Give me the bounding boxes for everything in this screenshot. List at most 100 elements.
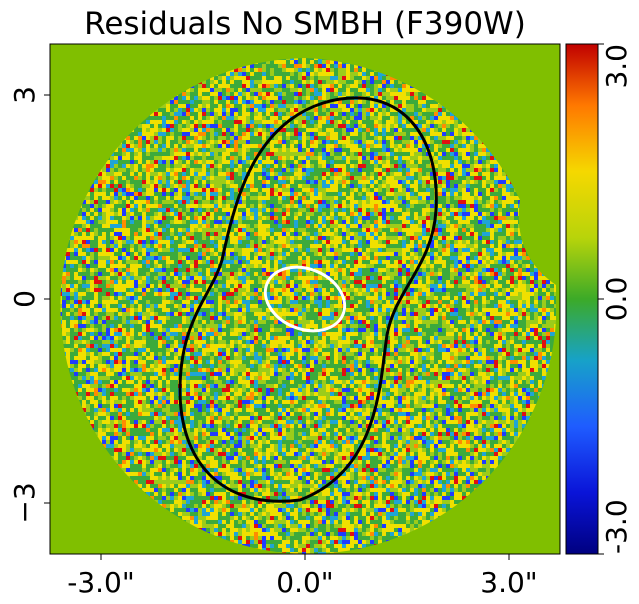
residual-pixel — [458, 152, 462, 156]
residual-pixel — [458, 160, 462, 164]
residual-pixel — [318, 192, 322, 196]
residual-pixel — [350, 192, 354, 196]
residual-pixel — [414, 164, 418, 168]
residual-pixel — [110, 196, 114, 200]
residual-pixel — [430, 108, 434, 112]
residual-pixel — [138, 184, 142, 188]
residual-pixel — [278, 152, 282, 156]
residual-pixel — [350, 88, 354, 92]
residual-pixel — [134, 160, 138, 164]
residual-pixel — [318, 88, 322, 92]
residual-pixel — [322, 140, 326, 144]
residual-pixel — [182, 156, 186, 160]
residual-pixel — [434, 140, 438, 144]
residual-pixel — [418, 164, 422, 168]
residual-pixel — [210, 180, 214, 184]
residual-pixel — [370, 124, 374, 128]
residual-pixel — [150, 196, 154, 200]
residual-pixel — [166, 144, 170, 148]
residual-pixel — [394, 128, 398, 132]
residual-pixel — [138, 176, 142, 180]
residual-pixel — [418, 168, 422, 172]
residual-pixel — [318, 160, 322, 164]
residual-pixel — [330, 124, 334, 128]
residual-pixel — [226, 180, 230, 184]
residual-pixel — [190, 172, 194, 176]
residual-pixel — [266, 136, 270, 140]
residual-pixel — [306, 192, 310, 196]
residual-pixel — [290, 96, 294, 100]
residual-pixel — [118, 160, 122, 164]
residual-pixel — [282, 84, 286, 88]
residual-pixel — [354, 112, 358, 116]
residual-pixel — [382, 180, 386, 184]
residual-pixel — [238, 172, 242, 176]
residual-pixel — [210, 104, 214, 108]
residual-pixel — [266, 188, 270, 192]
residual-pixel — [278, 184, 282, 188]
residual-pixel — [210, 188, 214, 192]
residual-pixel — [330, 68, 334, 72]
residual-pixel — [214, 124, 218, 128]
residual-pixel — [398, 196, 402, 200]
residual-pixel — [430, 144, 434, 148]
residual-pixel — [342, 140, 346, 144]
residual-pixel — [286, 108, 290, 112]
residual-pixel — [478, 160, 482, 164]
residual-pixel — [158, 180, 162, 184]
residual-pixel — [274, 92, 278, 96]
residual-pixel — [298, 188, 302, 192]
residual-pixel — [166, 120, 170, 124]
residual-pixel — [222, 176, 226, 180]
residual-pixel — [194, 148, 198, 152]
residual-pixel — [154, 188, 158, 192]
residual-pixel — [294, 72, 298, 76]
residual-pixel — [446, 112, 450, 116]
residual-pixel — [186, 116, 190, 120]
residual-pixel — [334, 116, 338, 120]
residual-pixel — [458, 168, 462, 172]
residual-pixel — [334, 72, 338, 76]
residual-pixel — [210, 76, 214, 80]
residual-pixel — [266, 132, 270, 136]
residual-pixel — [278, 88, 282, 92]
residual-pixel — [218, 104, 222, 108]
residual-pixel — [206, 172, 210, 176]
residual-pixel — [150, 116, 154, 120]
residual-pixel — [186, 96, 190, 100]
chart-title: Residuals No SMBH (F390W) — [84, 6, 526, 42]
residual-pixel — [118, 192, 122, 196]
residual-pixel — [110, 172, 114, 176]
residual-pixel — [146, 160, 150, 164]
residual-pixel — [206, 196, 210, 200]
residual-pixel — [434, 168, 438, 172]
residual-pixel — [198, 128, 202, 132]
residual-pixel — [134, 184, 138, 188]
residual-pixel — [342, 120, 346, 124]
residual-pixel — [382, 96, 386, 100]
residual-pixel — [238, 104, 242, 108]
residual-pixel — [298, 84, 302, 88]
residual-pixel — [286, 152, 290, 156]
residual-pixel — [310, 120, 314, 124]
residual-pixel — [382, 148, 386, 152]
residual-pixel — [314, 84, 318, 88]
residual-pixel — [410, 192, 414, 196]
residual-pixel — [298, 140, 302, 144]
residual-pixel — [478, 184, 482, 188]
residual-pixel — [282, 64, 286, 68]
residual-pixel — [386, 136, 390, 140]
residual-pixel — [490, 172, 494, 176]
residual-pixel — [190, 92, 194, 96]
residual-pixel — [330, 152, 334, 156]
residual-pixel — [234, 188, 238, 192]
residual-pixel — [222, 168, 226, 172]
residual-pixel — [362, 112, 366, 116]
residual-pixel — [114, 172, 118, 176]
residual-pixel — [338, 180, 342, 184]
residual-pixel — [458, 180, 462, 184]
residual-pixel — [354, 188, 358, 192]
residual-pixel — [450, 164, 454, 168]
residual-pixel — [330, 108, 334, 112]
residual-pixel — [338, 144, 342, 148]
